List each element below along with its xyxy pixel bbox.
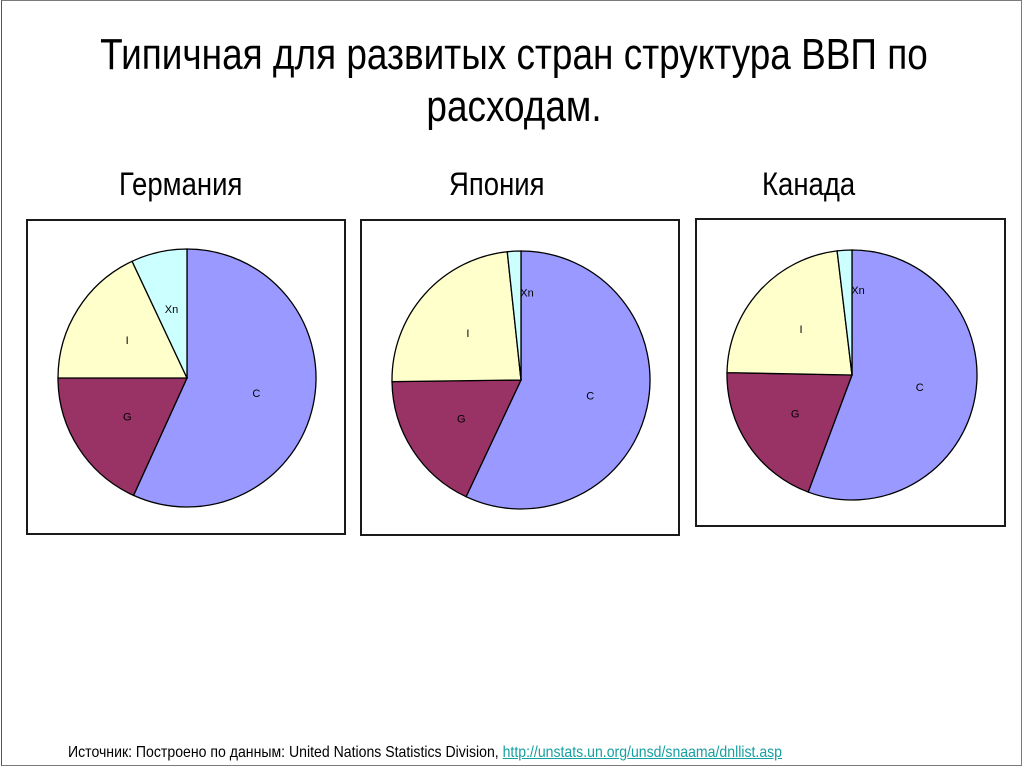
pie-chart-germany: C G I Xn <box>26 219 346 535</box>
slice-label-i: I <box>126 335 129 347</box>
pie-slice-i <box>57 260 189 379</box>
slice-label-c: C <box>252 388 260 400</box>
slice-label-g: G <box>791 409 800 421</box>
pie-slice-xn <box>506 250 522 381</box>
pie-slice-xn <box>836 249 853 376</box>
slice-label-xn: Xn <box>520 287 533 299</box>
source-text: Источник: Построено по данным: United Na… <box>68 744 503 761</box>
pie-chart-canada: C G I Xn <box>695 218 1006 527</box>
pie-svg: C G I Xn <box>391 250 651 510</box>
slice-label-i: I <box>466 328 469 340</box>
slice-label-xn: Xn <box>165 304 178 316</box>
slide-title: Типичная для развитых стран структура ВВ… <box>2 29 1024 133</box>
slice-label-c: C <box>586 391 594 403</box>
pie-slice-g <box>726 371 853 493</box>
chart-title-canada: Канада <box>762 166 856 202</box>
pie-slice-g <box>57 377 189 497</box>
title-line-1: Типичная для развитых стран структура ВВ… <box>100 30 928 79</box>
pie-slice-xn <box>131 248 188 379</box>
pie-svg: C G I Xn <box>726 249 978 501</box>
pie-svg: C G I Xn <box>57 248 317 508</box>
pie-slice-i <box>726 250 853 376</box>
chart-title-germany: Германия <box>119 166 243 202</box>
source-note: Источник: Построено по данным: United Na… <box>68 743 782 763</box>
pie-slice-c <box>807 249 978 501</box>
pie-slice-c <box>132 248 317 508</box>
slice-label-g: G <box>123 411 132 423</box>
slice-label-xn: Xn <box>851 285 864 297</box>
pie-slice-i <box>391 251 522 383</box>
slice-label-c: C <box>916 382 924 394</box>
slice-label-i: I <box>799 324 802 336</box>
chart-title-japan: Япония <box>449 166 545 202</box>
source-link[interactable]: http://unstats.un.org/unsd/snaama/dnllis… <box>502 744 783 761</box>
pie-slice-c <box>465 250 651 510</box>
pie-chart-japan: C G I Xn <box>360 219 680 536</box>
slice-label-g: G <box>457 413 466 425</box>
pie-slice-g <box>391 379 523 498</box>
title-line-2: расходам. <box>426 82 602 131</box>
